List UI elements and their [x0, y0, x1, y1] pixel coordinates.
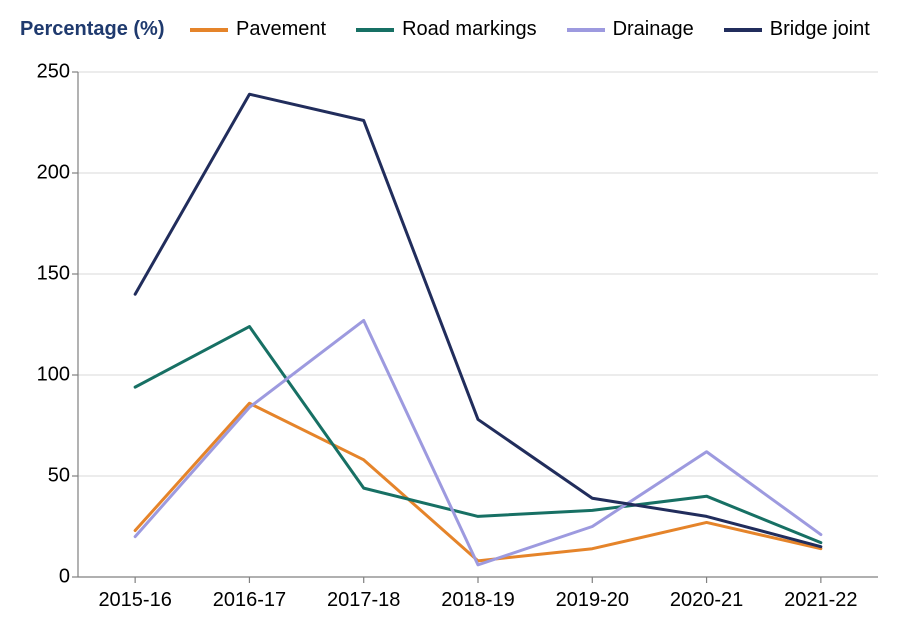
- y-tick-label: 250: [30, 61, 70, 84]
- x-tick-label: 2021-22: [784, 589, 857, 612]
- y-tick-label: 0: [30, 566, 70, 589]
- legend-item: Pavement: [190, 18, 326, 41]
- legend-item: Drainage: [567, 18, 694, 41]
- plot-area: [78, 72, 878, 577]
- legend-label: Pavement: [236, 18, 326, 41]
- chart-stage: Percentage (%) Pavement Road markings Drain…: [0, 0, 903, 640]
- series-line: [135, 327, 821, 543]
- legend-swatch: [724, 28, 762, 32]
- legend-label: Bridge joint: [770, 18, 870, 41]
- x-tick-label: 2019-20: [556, 589, 629, 612]
- legend-item: Bridge joint: [724, 18, 870, 41]
- y-tick-label: 50: [30, 465, 70, 488]
- legend-item: Road markings: [356, 18, 537, 41]
- y-tick-label: 100: [30, 364, 70, 387]
- x-tick-label: 2020-21: [670, 589, 743, 612]
- series-line: [135, 320, 821, 564]
- legend-swatch: [356, 28, 394, 32]
- x-tick-label: 2015-16: [98, 589, 171, 612]
- legend-swatch: [567, 28, 605, 32]
- legend-swatch: [190, 28, 228, 32]
- y-axis-title: Percentage (%): [20, 18, 165, 41]
- series-line: [135, 94, 821, 546]
- legend-label: Drainage: [613, 18, 694, 41]
- legend-label: Road markings: [402, 18, 537, 41]
- series-line: [135, 403, 821, 561]
- x-tick-label: 2018-19: [441, 589, 514, 612]
- plot-svg: [78, 72, 878, 577]
- legend: Pavement Road markings Drainage Bridge join…: [190, 18, 870, 41]
- y-tick-label: 150: [30, 263, 70, 286]
- x-tick-label: 2017-18: [327, 589, 400, 612]
- y-tick-label: 200: [30, 162, 70, 185]
- x-tick-label: 2016-17: [213, 589, 286, 612]
